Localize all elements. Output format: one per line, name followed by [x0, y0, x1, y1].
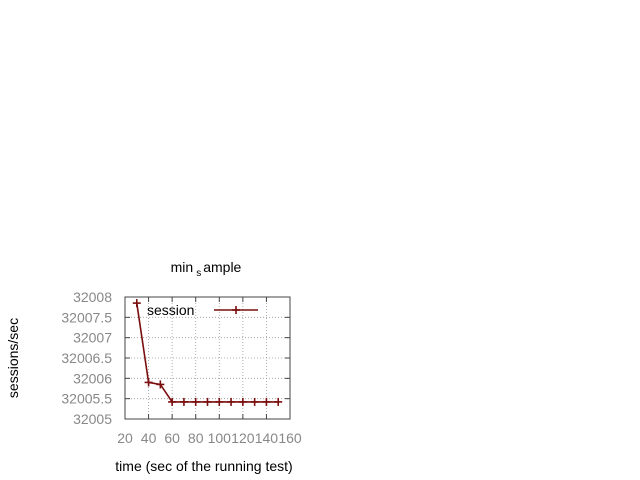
chart-title-subscript: s [196, 268, 201, 279]
data-point [250, 397, 259, 406]
data-point [203, 397, 212, 406]
legend: session [147, 302, 258, 318]
y-tick-label: 32007 [73, 330, 112, 346]
data-point [274, 397, 283, 406]
x-tick-label: 160 [278, 430, 302, 446]
legend-label: session [147, 302, 194, 318]
data-point [156, 380, 165, 389]
data-point [132, 299, 141, 308]
x-tick-label: 60 [164, 430, 180, 446]
data-point [238, 397, 247, 406]
y-tick-label: 32007.5 [61, 309, 112, 325]
chart-title: min s ample [171, 259, 242, 279]
data-point [179, 397, 188, 406]
chart-title-main: min [171, 259, 194, 275]
plot-series [132, 299, 283, 406]
data-point [227, 397, 236, 406]
axis-ticks: 20 40 60 80 100 120 140 160 32005 32005.5 32006 320… [61, 289, 302, 446]
legend-plus-marker [232, 306, 240, 314]
y-tick-label: 32006.5 [61, 350, 112, 366]
data-point [191, 397, 200, 406]
data-point [144, 378, 153, 387]
y-tick-label: 32006 [73, 370, 112, 386]
x-tick-label: 140 [255, 430, 279, 446]
y-tick-label: 32005.5 [61, 391, 112, 407]
chart-title-rest: ample [203, 259, 241, 275]
y-tick-label: 32008 [73, 289, 112, 305]
y-tick-label: 32005 [73, 411, 112, 427]
x-tick-label: 120 [231, 430, 255, 446]
data-point [215, 397, 224, 406]
x-tick-label: 80 [188, 430, 204, 446]
x-tick-label: 40 [141, 430, 157, 446]
y-axis-label: sessions/sec [5, 318, 21, 398]
x-tick-label: 100 [208, 430, 232, 446]
x-tick-label: 20 [117, 430, 133, 446]
grid [125, 297, 290, 419]
plot-frame [124, 296, 291, 420]
data-point [262, 397, 271, 406]
x-axis-label: time (sec of the running test) [115, 458, 292, 474]
data-point [168, 397, 177, 406]
legend-marker [232, 306, 240, 314]
